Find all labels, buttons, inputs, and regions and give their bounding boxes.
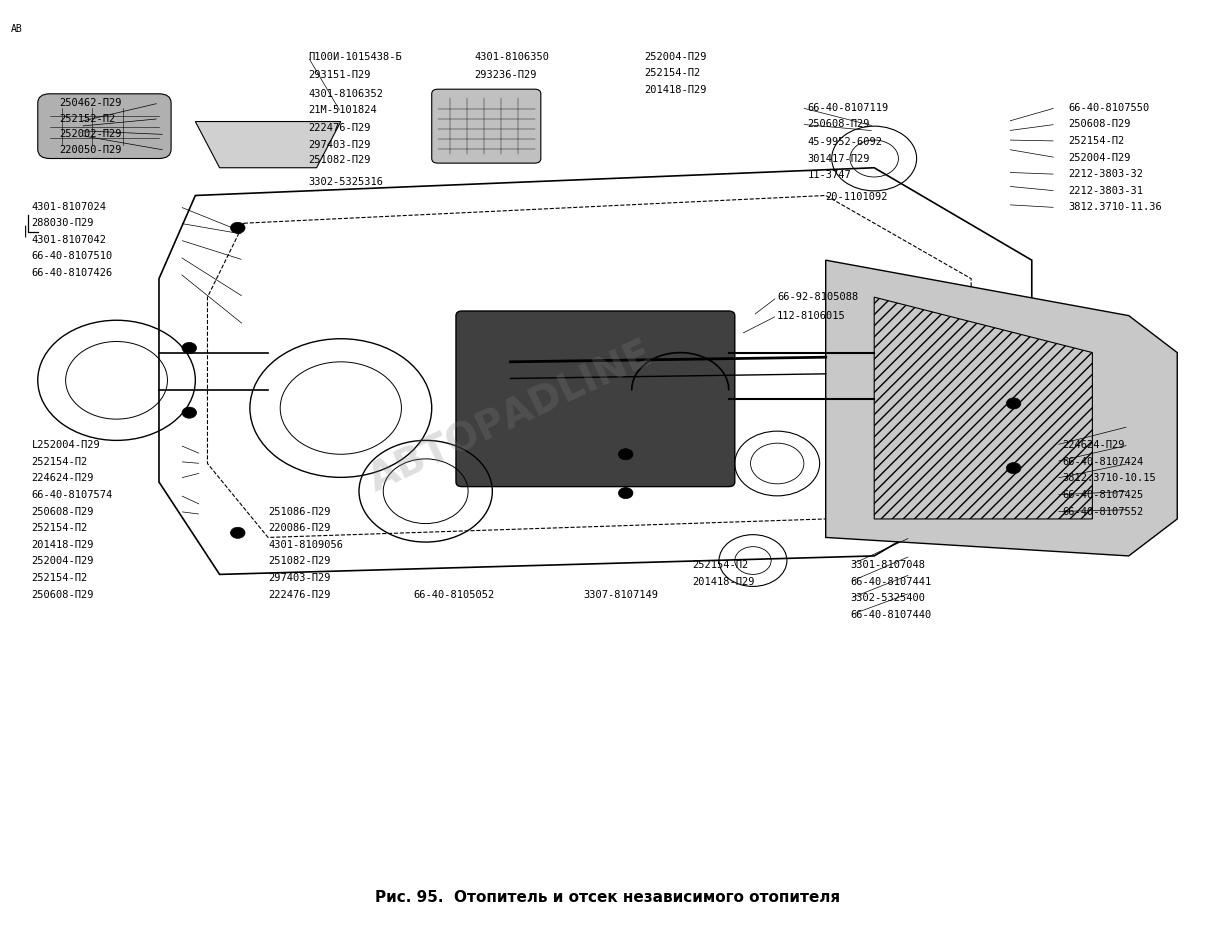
Text: 4301-8109056: 4301-8109056: [269, 540, 343, 550]
Text: 66-40-8107441: 66-40-8107441: [850, 577, 931, 587]
Text: 251082-П29: 251082-П29: [269, 556, 330, 566]
Text: 45-9952-6092: 45-9952-6092: [808, 137, 882, 146]
Text: 66-40-8107426: 66-40-8107426: [32, 268, 113, 278]
Polygon shape: [196, 121, 341, 168]
Text: 220050-П29: 220050-П29: [60, 146, 122, 155]
Circle shape: [231, 527, 245, 539]
Text: 3812.3710-10.15: 3812.3710-10.15: [1062, 474, 1155, 483]
Text: 3301-8107048: 3301-8107048: [850, 560, 925, 570]
Circle shape: [182, 407, 197, 418]
Text: 252154-П2: 252154-П2: [32, 457, 87, 466]
Text: 250608-П29: 250608-П29: [808, 120, 870, 129]
Text: 4301-8106350: 4301-8106350: [474, 52, 549, 62]
Text: 3302-5325316: 3302-5325316: [309, 177, 383, 186]
Text: 252004-П29: 252004-П29: [644, 52, 706, 62]
Text: 252154-П2: 252154-П2: [644, 69, 700, 79]
Text: 224624-П29: 224624-П29: [32, 474, 95, 483]
Circle shape: [1006, 463, 1021, 474]
Text: 3307-8107149: 3307-8107149: [583, 590, 659, 600]
Text: 66-40-8107440: 66-40-8107440: [850, 610, 931, 620]
Text: АВ: АВ: [11, 24, 23, 34]
Circle shape: [182, 342, 197, 353]
Text: 220086-П29: 220086-П29: [269, 523, 330, 533]
Text: 250608-П29: 250608-П29: [1068, 120, 1131, 129]
Text: 297403-П29: 297403-П29: [269, 573, 330, 583]
Text: L252004-П29: L252004-П29: [32, 440, 101, 450]
Text: 2212-3803-32: 2212-3803-32: [1068, 170, 1143, 179]
Circle shape: [618, 449, 633, 460]
Text: 66-40-8105052: 66-40-8105052: [413, 590, 495, 600]
Text: 293151-П29: 293151-П29: [309, 70, 371, 81]
Text: 250608-П29: 250608-П29: [32, 506, 95, 516]
Text: 201418-П29: 201418-П29: [693, 577, 755, 587]
FancyBboxPatch shape: [38, 94, 171, 159]
Text: 4301-8107042: 4301-8107042: [32, 235, 107, 245]
Polygon shape: [826, 260, 1177, 556]
Circle shape: [231, 222, 245, 234]
Text: 20-1101092: 20-1101092: [826, 192, 888, 202]
Text: 66-40-8107510: 66-40-8107510: [32, 251, 113, 261]
Text: 297403-П29: 297403-П29: [309, 140, 371, 149]
Text: 293236-П29: 293236-П29: [474, 70, 537, 81]
Text: 21М-5101824: 21М-5101824: [309, 106, 377, 116]
Text: 301417-П29: 301417-П29: [808, 154, 870, 163]
Text: П100И-1015438-Б: П100И-1015438-Б: [309, 52, 402, 62]
FancyBboxPatch shape: [431, 89, 541, 163]
Text: 66-40-8107550: 66-40-8107550: [1068, 103, 1149, 113]
Text: 252154-П2: 252154-П2: [693, 560, 748, 570]
Text: АВТОРADLINE: АВТОРADLINE: [362, 335, 659, 500]
Text: 201418-П29: 201418-П29: [644, 85, 706, 95]
Text: 66-40-8107552: 66-40-8107552: [1062, 506, 1143, 516]
Text: 252152-П2: 252152-П2: [60, 114, 115, 124]
Text: 250462-П29: 250462-П29: [60, 98, 122, 108]
Text: 3812.3710-11.36: 3812.3710-11.36: [1068, 202, 1162, 212]
Text: 252154-П2: 252154-П2: [1068, 136, 1124, 146]
FancyBboxPatch shape: [456, 311, 735, 487]
Text: 201418-П29: 201418-П29: [32, 540, 95, 550]
Text: 66-40-8107425: 66-40-8107425: [1062, 490, 1143, 500]
Text: 288030-П29: 288030-П29: [32, 218, 95, 228]
Text: 251086-П29: 251086-П29: [269, 506, 330, 516]
Text: 222476-П29: 222476-П29: [309, 123, 371, 133]
Text: 11-3747: 11-3747: [808, 171, 852, 180]
Text: Рис. 95.  Отопитель и отсек независимого отопителя: Рис. 95. Отопитель и отсек независимого …: [375, 891, 840, 906]
Text: 224624-П29: 224624-П29: [1062, 440, 1125, 450]
Text: 4301-8106352: 4301-8106352: [309, 89, 383, 99]
Text: 2212-3803-31: 2212-3803-31: [1068, 185, 1143, 196]
Text: 252154-П2: 252154-П2: [32, 523, 87, 533]
Text: 3302-5325400: 3302-5325400: [850, 593, 925, 603]
Text: 252004-П29: 252004-П29: [32, 556, 95, 566]
Text: 250608-П29: 250608-П29: [32, 590, 95, 600]
Text: 252002-П29: 252002-П29: [60, 130, 122, 139]
Text: 66-92-8105088: 66-92-8105088: [778, 292, 859, 302]
Text: 66-40-8107574: 66-40-8107574: [32, 490, 113, 500]
Text: 112-8106015: 112-8106015: [778, 311, 846, 321]
Text: 222476-П29: 222476-П29: [269, 590, 330, 600]
Text: 66-40-8107424: 66-40-8107424: [1062, 457, 1143, 466]
Text: 4301-8107024: 4301-8107024: [32, 201, 107, 211]
Circle shape: [618, 488, 633, 499]
Text: 252004-П29: 252004-П29: [1068, 153, 1131, 162]
Circle shape: [1006, 398, 1021, 409]
Text: 251082-П29: 251082-П29: [309, 156, 371, 165]
Text: 252154-П2: 252154-П2: [32, 573, 87, 583]
Text: 66-40-8107119: 66-40-8107119: [808, 103, 888, 113]
